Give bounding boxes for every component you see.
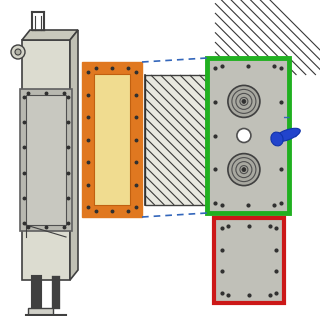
Circle shape [237, 129, 251, 143]
Circle shape [228, 154, 260, 185]
Bar [207, 58, 289, 213]
Circle shape [11, 45, 25, 59]
Polygon shape [22, 30, 78, 40]
Bar [214, 218, 284, 303]
Bar [145, 75, 215, 205]
Ellipse shape [271, 132, 283, 146]
Circle shape [242, 167, 246, 172]
Bar [26, 95, 66, 225]
Bar [22, 40, 70, 280]
Polygon shape [70, 30, 78, 280]
Circle shape [15, 49, 21, 55]
Bar [94, 74, 130, 205]
Circle shape [242, 100, 246, 103]
Bar [82, 62, 142, 217]
Bar [28, 308, 53, 315]
Ellipse shape [274, 128, 300, 142]
Bar [20, 89, 72, 231]
Circle shape [228, 85, 260, 118]
